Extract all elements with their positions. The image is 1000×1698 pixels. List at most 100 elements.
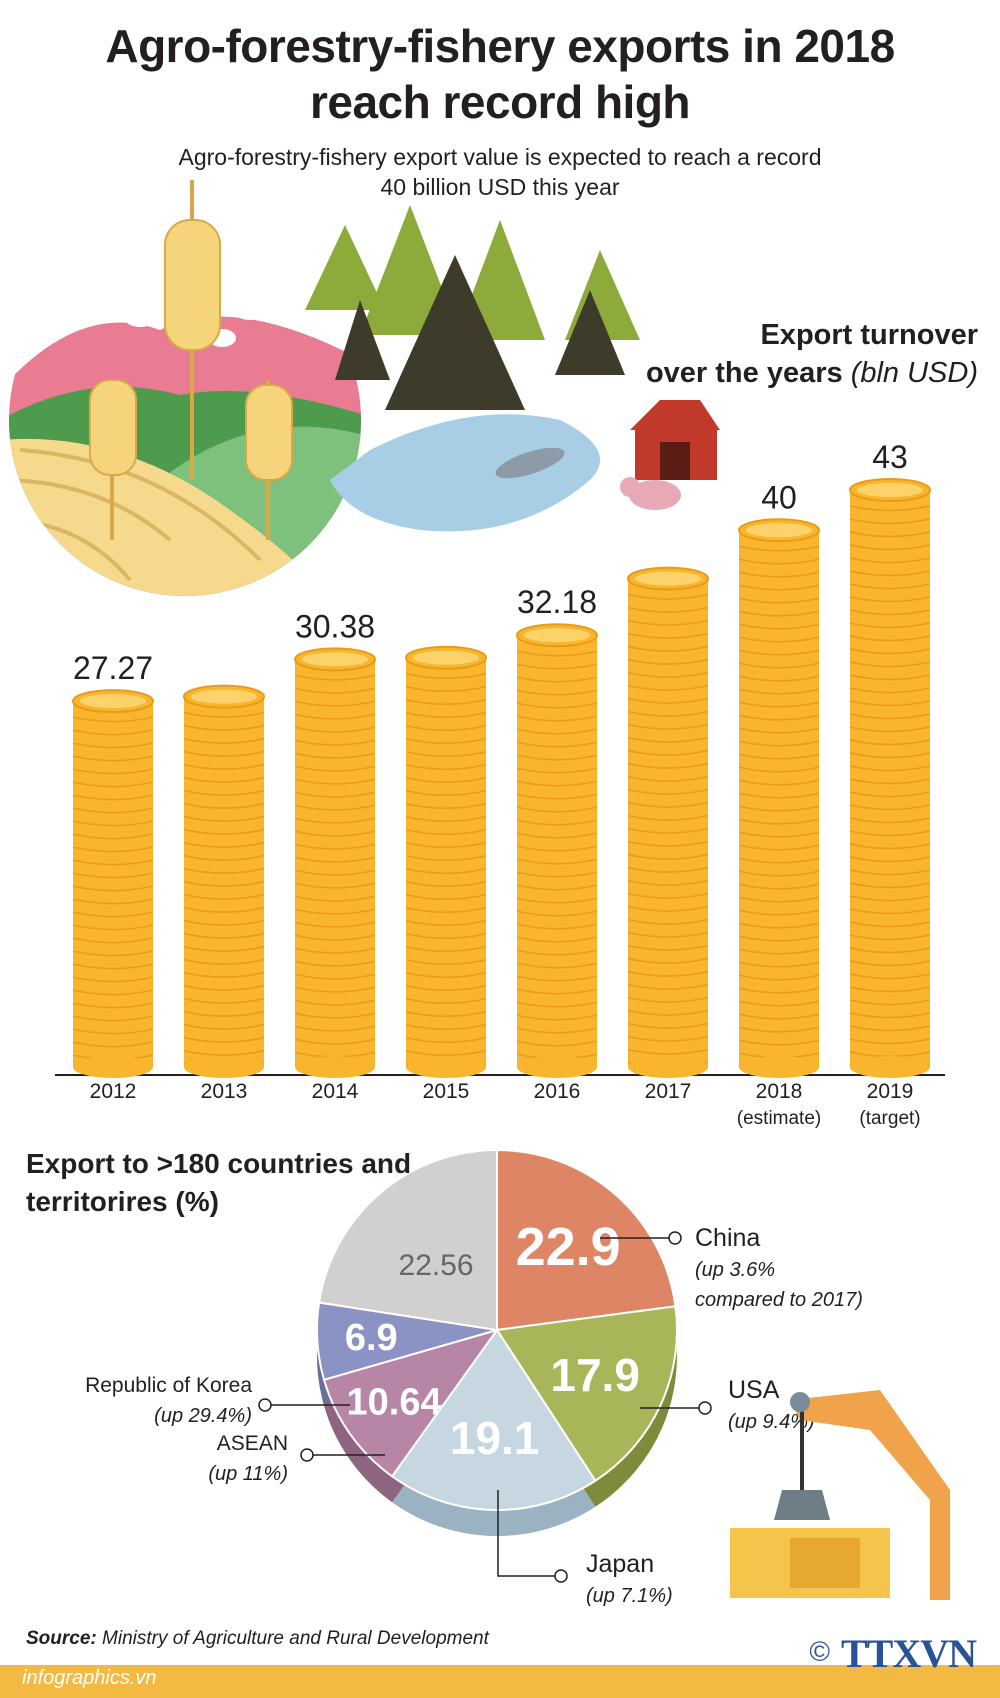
coin-edge: [294, 791, 376, 798]
coin-edge: [738, 844, 820, 851]
x-tick-note: (target): [859, 1108, 920, 1129]
coin-edge: [72, 794, 154, 801]
coin-edge: [627, 866, 709, 873]
pie-legend-label: ASEAN: [217, 1432, 288, 1455]
bar-value-label: 27.27: [73, 650, 153, 686]
coin-edge: [72, 937, 154, 944]
pie-legend-note: (up 11%): [208, 1463, 288, 1485]
coin-edge: [183, 841, 265, 848]
x-tick-label: 2014: [312, 1080, 359, 1103]
coin-edge: [738, 779, 820, 786]
coin-edge: [627, 970, 709, 977]
site-link[interactable]: infographics.vn: [22, 1667, 157, 1689]
coin-edge: [738, 909, 820, 916]
coin-edge: [627, 619, 709, 626]
pie-chart-heading: Export to >180 countries and territorire…: [26, 1145, 411, 1221]
coin-edge: [627, 1022, 709, 1029]
coin-edge: [738, 571, 820, 578]
coin-edge: [405, 725, 487, 731]
coin-edge: [405, 751, 487, 757]
callout-dot: [300, 1448, 314, 1462]
coin-edge: [294, 908, 376, 915]
coin-edge: [738, 558, 820, 565]
coin-edge: [516, 988, 598, 995]
coin-edge: [849, 518, 931, 525]
coin-edge: [405, 712, 487, 718]
bar-2016: [516, 623, 598, 1078]
coin-edge: [405, 699, 487, 705]
coin-edge: [516, 663, 598, 670]
source-label: Source:: [26, 1628, 97, 1649]
coin-edge: [183, 1023, 265, 1030]
bar-base: [517, 1056, 597, 1078]
callout-line: [497, 1490, 556, 1577]
bar-base: [73, 1056, 153, 1078]
coin-edge: [849, 843, 931, 850]
coin-edge: [849, 934, 931, 941]
coin-edge: [849, 687, 931, 694]
coin-edge: [72, 807, 154, 814]
coin-edge: [849, 1025, 931, 1032]
coin-edge: [183, 724, 265, 731]
coin-edge: [405, 686, 487, 692]
coin-edge: [849, 531, 931, 538]
coin-edge: [294, 960, 376, 967]
coin-edge: [516, 1040, 598, 1047]
coin-edge: [516, 741, 598, 748]
coin-edge: [627, 957, 709, 964]
coin-edge: [627, 736, 709, 743]
pie-value-label: 22.56: [399, 1249, 474, 1282]
coin-edge: [516, 858, 598, 865]
coin-edge: [849, 596, 931, 603]
coin-edge: [405, 777, 487, 783]
coin-edge: [738, 974, 820, 981]
coin-edge: [738, 935, 820, 942]
coin-edge: [738, 740, 820, 747]
coin-edge: [738, 701, 820, 708]
coin-edge: [405, 816, 487, 822]
coin-edge: [627, 658, 709, 665]
coin-edge: [183, 906, 265, 913]
bar-base: [739, 1056, 819, 1078]
coin-edge: [627, 710, 709, 717]
bar-2017: [627, 566, 709, 1078]
coin-edge: [72, 846, 154, 853]
coin-edge: [516, 767, 598, 774]
coin-edge: [294, 830, 376, 837]
bar-2015: [405, 645, 487, 1078]
bar-2019: [849, 478, 931, 1078]
coin-edge: [72, 781, 154, 788]
coin-edge: [516, 845, 598, 852]
coin-edge: [405, 790, 487, 796]
coin-edge: [738, 1039, 820, 1046]
bar-body: [406, 657, 486, 1067]
coin-edge: [738, 766, 820, 773]
fish-icon: [495, 447, 565, 479]
coin-edge: [849, 973, 931, 980]
coin-edge: [72, 1041, 154, 1048]
coin-edge: [183, 711, 265, 718]
coin-edge: [294, 895, 376, 902]
coin-edge: [72, 1015, 154, 1022]
coin-edge: [405, 959, 487, 965]
x-tick-note: (estimate): [737, 1108, 821, 1129]
coin-edge: [627, 632, 709, 639]
coin-edge: [516, 702, 598, 709]
bar-base: [850, 1056, 930, 1078]
coin-edge: [627, 840, 709, 847]
coin-edge: [294, 674, 376, 681]
coin-edge: [849, 739, 931, 746]
coin-edge: [849, 986, 931, 993]
coin-edge: [738, 831, 820, 838]
coin-edge: [849, 661, 931, 668]
pie-legend-label: Japan: [586, 1550, 654, 1578]
coin-edge: [516, 819, 598, 826]
coin-edge: [627, 697, 709, 704]
coin-edge: [183, 919, 265, 926]
coin-edge: [849, 895, 931, 902]
coin-edge: [849, 908, 931, 915]
coin-edge: [738, 805, 820, 812]
coin-edge: [405, 907, 487, 913]
coin-edge: [738, 610, 820, 617]
page-title: Agro-forestry-fishery exports in 2018 re…: [0, 18, 1000, 130]
